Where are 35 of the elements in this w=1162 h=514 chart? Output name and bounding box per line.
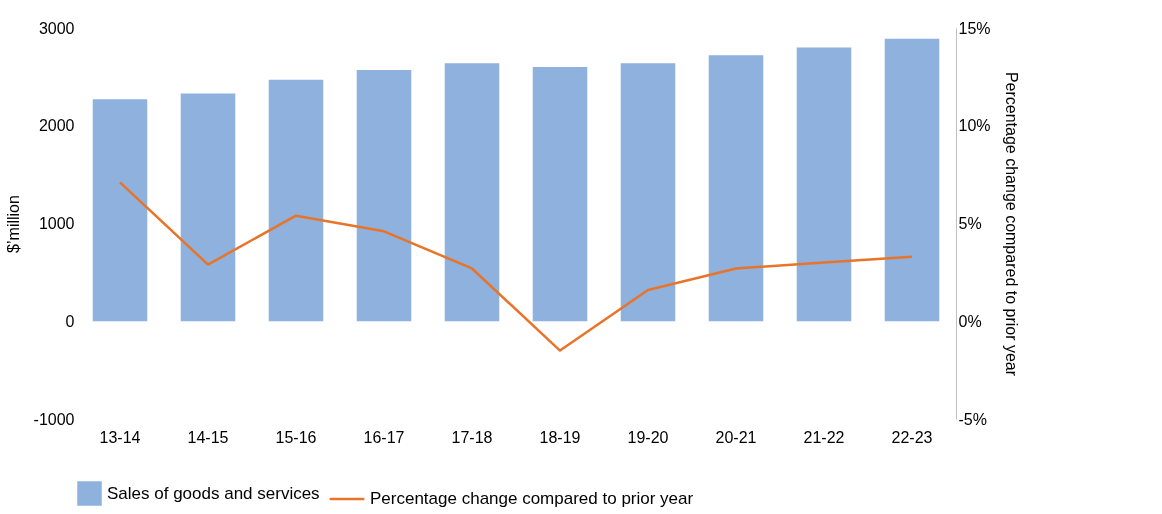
x-tick-label: 16-17 xyxy=(363,428,405,446)
bar xyxy=(532,67,588,322)
y-tick-label: -1000 xyxy=(33,410,75,428)
x-tick-label: 22-23 xyxy=(891,428,933,446)
bar xyxy=(180,93,236,322)
y2-tick-label: 5% xyxy=(958,215,982,232)
y-tick-label: 2000 xyxy=(38,117,75,135)
legend-label: Sales of goods and services xyxy=(107,483,320,503)
y-axis-title: $’million xyxy=(4,195,22,253)
y-tick-label: 0 xyxy=(65,312,75,330)
bar xyxy=(620,63,676,322)
bar xyxy=(268,79,324,322)
y2-tick-label: 0% xyxy=(958,312,982,330)
bar xyxy=(356,70,412,322)
bar xyxy=(796,47,852,322)
bar xyxy=(444,63,500,322)
y2-axis-title: Percentage change compared to prior year xyxy=(1002,71,1020,377)
bar xyxy=(708,55,764,322)
x-tick-label: 20-21 xyxy=(715,428,757,446)
y2-tick-label: 15% xyxy=(958,19,991,37)
line-series xyxy=(118,181,914,352)
x-tick-label: 14-15 xyxy=(187,428,229,446)
y-tick-label: 3000 xyxy=(38,19,75,37)
x-tick-label: 17-18 xyxy=(451,428,493,446)
y2-tick-label: -5% xyxy=(958,410,987,428)
y2-tick-label: 10% xyxy=(958,117,991,135)
x-tick-label: 13-14 xyxy=(99,428,141,446)
y-tick-label: 1000 xyxy=(38,215,75,232)
x-tick-label: 15-16 xyxy=(275,428,317,446)
bar xyxy=(884,38,940,322)
x-tick-label: 21-22 xyxy=(803,428,845,446)
bar xyxy=(92,99,148,322)
x-tick-label: 19-20 xyxy=(627,428,669,446)
legend-label: Percentage change compared to prior year xyxy=(370,489,694,508)
x-tick-label: 18-19 xyxy=(539,428,581,446)
